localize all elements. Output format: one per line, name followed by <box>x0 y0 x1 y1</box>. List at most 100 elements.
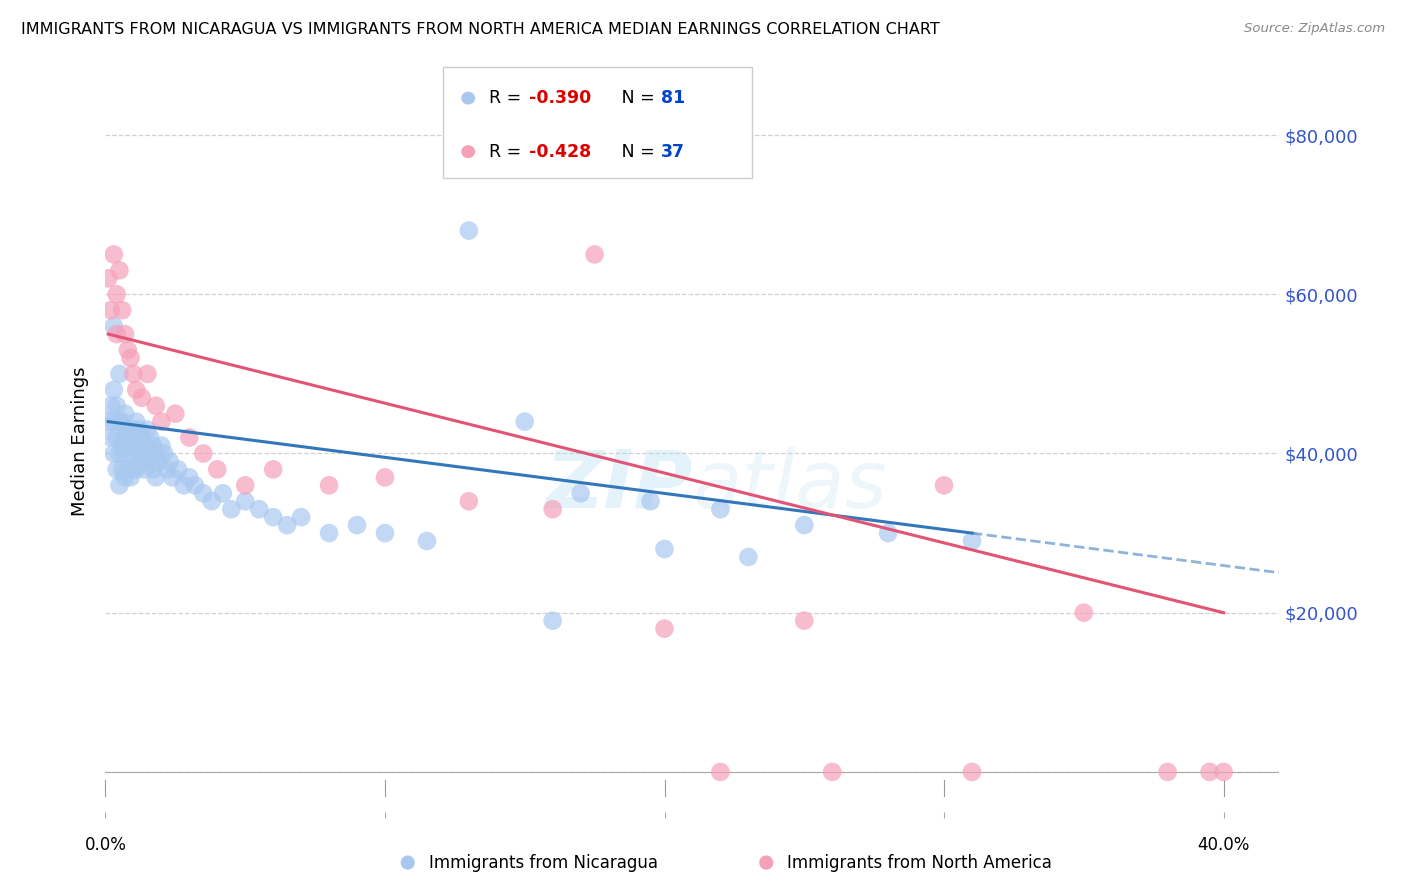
Point <box>108 478 131 492</box>
Text: IMMIGRANTS FROM NICARAGUA VS IMMIGRANTS FROM NORTH AMERICA MEDIAN EARNINGS CORRE: IMMIGRANTS FROM NICARAGUA VS IMMIGRANTS … <box>21 22 939 37</box>
Text: -0.390: -0.390 <box>529 89 591 107</box>
Point <box>136 423 159 437</box>
Point <box>541 614 564 628</box>
Point <box>122 438 145 452</box>
Point <box>128 423 150 437</box>
Point <box>134 462 156 476</box>
Point <box>193 486 215 500</box>
Point <box>111 462 134 476</box>
Point <box>148 454 170 468</box>
Point <box>179 431 201 445</box>
Point <box>346 518 368 533</box>
Point <box>128 446 150 460</box>
Point <box>247 502 270 516</box>
Point <box>173 478 195 492</box>
Text: N =: N = <box>605 89 659 107</box>
Point <box>125 383 148 397</box>
Point <box>139 431 162 445</box>
Point <box>105 287 128 301</box>
Point <box>793 518 815 533</box>
Text: 81: 81 <box>661 89 685 107</box>
Point <box>654 622 676 636</box>
Point <box>114 407 136 421</box>
Point <box>117 462 139 476</box>
Point <box>877 526 900 541</box>
Point <box>457 494 479 508</box>
Point <box>122 462 145 476</box>
Point <box>150 438 173 452</box>
Y-axis label: Median Earnings: Median Earnings <box>72 367 90 516</box>
Point <box>145 399 167 413</box>
Text: R =: R = <box>489 89 527 107</box>
Point <box>108 415 131 429</box>
Point <box>105 462 128 476</box>
Point <box>139 454 162 468</box>
Point <box>103 415 125 429</box>
Point <box>201 494 224 508</box>
Point <box>416 534 439 549</box>
Point <box>654 541 676 556</box>
Point <box>960 764 983 779</box>
Point <box>125 415 148 429</box>
Point <box>114 446 136 460</box>
Point <box>541 502 564 516</box>
Text: -0.428: -0.428 <box>529 143 591 161</box>
Point <box>103 383 125 397</box>
Point <box>103 446 125 460</box>
Text: Immigrants from Nicaragua: Immigrants from Nicaragua <box>429 854 658 871</box>
Point <box>97 271 120 285</box>
Point <box>103 247 125 261</box>
Point <box>125 462 148 476</box>
Text: R =: R = <box>489 143 527 161</box>
Point <box>120 351 142 365</box>
Point <box>159 454 181 468</box>
Point <box>193 446 215 460</box>
Point <box>262 462 284 476</box>
Point <box>108 446 131 460</box>
Point <box>114 470 136 484</box>
Point <box>114 431 136 445</box>
Point <box>145 470 167 484</box>
Text: 37: 37 <box>661 143 685 161</box>
Point <box>318 526 340 541</box>
Point <box>233 478 256 492</box>
Point <box>100 399 122 413</box>
Point <box>276 518 298 533</box>
Point <box>120 446 142 460</box>
Point <box>105 399 128 413</box>
Point <box>105 431 128 445</box>
Point <box>233 494 256 508</box>
Point <box>162 470 184 484</box>
Point <box>219 502 242 516</box>
Point <box>131 391 153 405</box>
Point <box>131 431 153 445</box>
Point <box>103 319 125 334</box>
Point <box>1156 764 1178 779</box>
Point <box>117 343 139 357</box>
Point <box>117 438 139 452</box>
Point <box>114 327 136 342</box>
Point <box>374 470 396 484</box>
Point <box>111 438 134 452</box>
Point <box>136 446 159 460</box>
Point <box>156 462 179 476</box>
Point <box>150 415 173 429</box>
Point <box>122 367 145 381</box>
Point <box>709 764 731 779</box>
Point <box>120 431 142 445</box>
Point <box>142 438 165 452</box>
Point <box>108 367 131 381</box>
Point <box>1073 606 1095 620</box>
Point <box>125 431 148 445</box>
Point <box>960 534 983 549</box>
Point <box>131 454 153 468</box>
Text: Immigrants from North America: Immigrants from North America <box>787 854 1052 871</box>
Point <box>134 438 156 452</box>
Point <box>737 549 759 564</box>
Point <box>709 502 731 516</box>
Point <box>1212 764 1234 779</box>
Point <box>583 247 606 261</box>
Point <box>120 470 142 484</box>
Point <box>640 494 662 508</box>
Point <box>145 446 167 460</box>
